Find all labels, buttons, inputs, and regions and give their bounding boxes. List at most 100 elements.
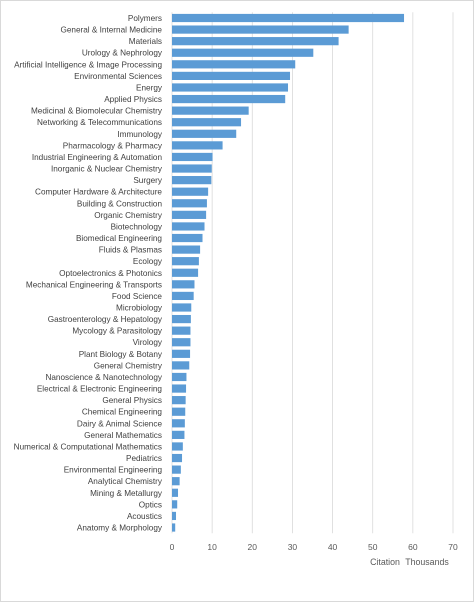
category-label: Ecology xyxy=(133,257,163,266)
category-label: Surgery xyxy=(133,176,163,185)
category-label: Environmental Engineering xyxy=(64,466,163,475)
bar xyxy=(172,60,296,69)
category-label: Nanoscience & Nanotechnology xyxy=(45,373,162,382)
bar xyxy=(172,280,195,289)
bar xyxy=(172,477,180,486)
bar xyxy=(172,465,181,474)
bar xyxy=(172,222,205,231)
bar xyxy=(172,233,203,243)
bars xyxy=(172,13,405,532)
category-label: Medicinal & Biomolecular Chemistry xyxy=(31,107,163,116)
category-label: Building & Construction xyxy=(77,199,163,208)
category-label: Materials xyxy=(129,37,162,46)
category-labels: Polymers General & Internal Medicine Mater… xyxy=(14,14,163,533)
category-label: Pharmacology & Pharmacy xyxy=(63,141,163,150)
bar xyxy=(172,442,183,451)
bar xyxy=(172,48,314,57)
category-label: Energy xyxy=(136,83,163,92)
category-label: Organic Chemistry xyxy=(94,211,163,220)
category-label: Virology xyxy=(133,338,163,347)
bar xyxy=(172,453,183,463)
category-label: Immunology xyxy=(117,130,163,139)
category-label: General Chemistry xyxy=(94,361,163,370)
bar xyxy=(172,511,177,521)
category-label: Anatomy & Morphology xyxy=(77,524,163,533)
bar xyxy=(172,210,207,219)
category-label: Networking & Telecommunications xyxy=(37,118,162,127)
bar xyxy=(172,13,405,23)
category-label: Polymers xyxy=(128,14,162,23)
category-label: Dairy & Animal Science xyxy=(77,419,163,428)
category-label: Environmental Sciences xyxy=(74,72,162,81)
category-label: Mycology & Parasitology xyxy=(72,327,163,336)
bar xyxy=(172,396,186,405)
bar xyxy=(172,141,223,150)
category-label: Gastroenterology & Hepatology xyxy=(48,315,163,324)
bar xyxy=(172,314,191,324)
x-tick-label: 40 xyxy=(328,542,338,552)
x-tick-labels: 0 10 20 30 40 50 60 70 xyxy=(170,542,458,552)
category-label: General Mathematics xyxy=(84,431,162,440)
bar xyxy=(172,129,237,138)
x-tick-label: 70 xyxy=(448,542,458,552)
category-label: Optics xyxy=(139,500,162,509)
bar xyxy=(172,430,185,439)
category-label: General Physics xyxy=(102,396,162,405)
bar xyxy=(172,372,187,382)
category-label: Inorganic & Nuclear Chemistry xyxy=(51,165,163,174)
bar xyxy=(172,176,212,185)
category-label: Optoelectronics & Photonics xyxy=(59,269,162,278)
bar xyxy=(172,37,339,46)
category-label: Applied Physics xyxy=(104,95,162,104)
x-axis-title: Citation xyxy=(370,557,400,567)
bar xyxy=(172,488,179,497)
bar xyxy=(172,152,213,162)
x-tick-label: 0 xyxy=(170,542,175,552)
category-label: Plant Biology & Botany xyxy=(79,350,163,359)
category-label: Computer Hardware & Architecture xyxy=(35,188,162,197)
category-label: Numerical & Computational Mathematics xyxy=(14,442,162,451)
bar xyxy=(172,361,190,370)
bar xyxy=(172,291,194,301)
bar xyxy=(172,268,199,277)
bar xyxy=(172,187,209,196)
category-label: Electrical & Electronic Engineering xyxy=(37,385,163,394)
bar xyxy=(172,326,191,335)
category-label: Acoustics xyxy=(127,512,162,521)
bar xyxy=(172,25,349,34)
x-tick-label: 30 xyxy=(288,542,298,552)
bar xyxy=(172,338,191,347)
bar xyxy=(172,349,191,358)
category-label: Biotechnology xyxy=(111,222,163,231)
category-label: Fluids & Plasmas xyxy=(99,246,162,255)
bar xyxy=(172,94,286,104)
category-label: Industrial Engineering & Automation xyxy=(32,153,163,162)
category-label: Biomedical Engineering xyxy=(76,234,162,243)
bar xyxy=(172,164,212,173)
category-label: Mining & Metallurgy xyxy=(90,489,163,498)
bar xyxy=(172,523,176,532)
category-label: Analytical Chemistry xyxy=(88,477,163,486)
category-label: Chemical Engineering xyxy=(82,408,163,417)
bar xyxy=(172,106,249,115)
x-tick-label: 60 xyxy=(408,542,418,552)
category-label: Microbiology xyxy=(116,304,163,313)
bar xyxy=(172,407,186,416)
bar xyxy=(172,71,291,80)
x-axis-unit-label: Thousands xyxy=(405,557,449,567)
x-tick-label: 20 xyxy=(248,542,258,552)
category-label: Artificial Intelligence & Image Processi… xyxy=(14,60,162,69)
category-label: Urology & Nephrology xyxy=(82,49,163,58)
bar xyxy=(172,83,289,92)
category-label: Mechanical Engineering & Transports xyxy=(26,280,162,289)
bar xyxy=(172,419,185,428)
category-label: Food Science xyxy=(112,292,163,301)
bar xyxy=(172,245,201,254)
bar xyxy=(172,118,242,127)
category-label: General & Internal Medicine xyxy=(61,26,163,35)
x-tick-label: 10 xyxy=(207,542,217,552)
bar xyxy=(172,303,192,312)
bar xyxy=(172,384,187,393)
